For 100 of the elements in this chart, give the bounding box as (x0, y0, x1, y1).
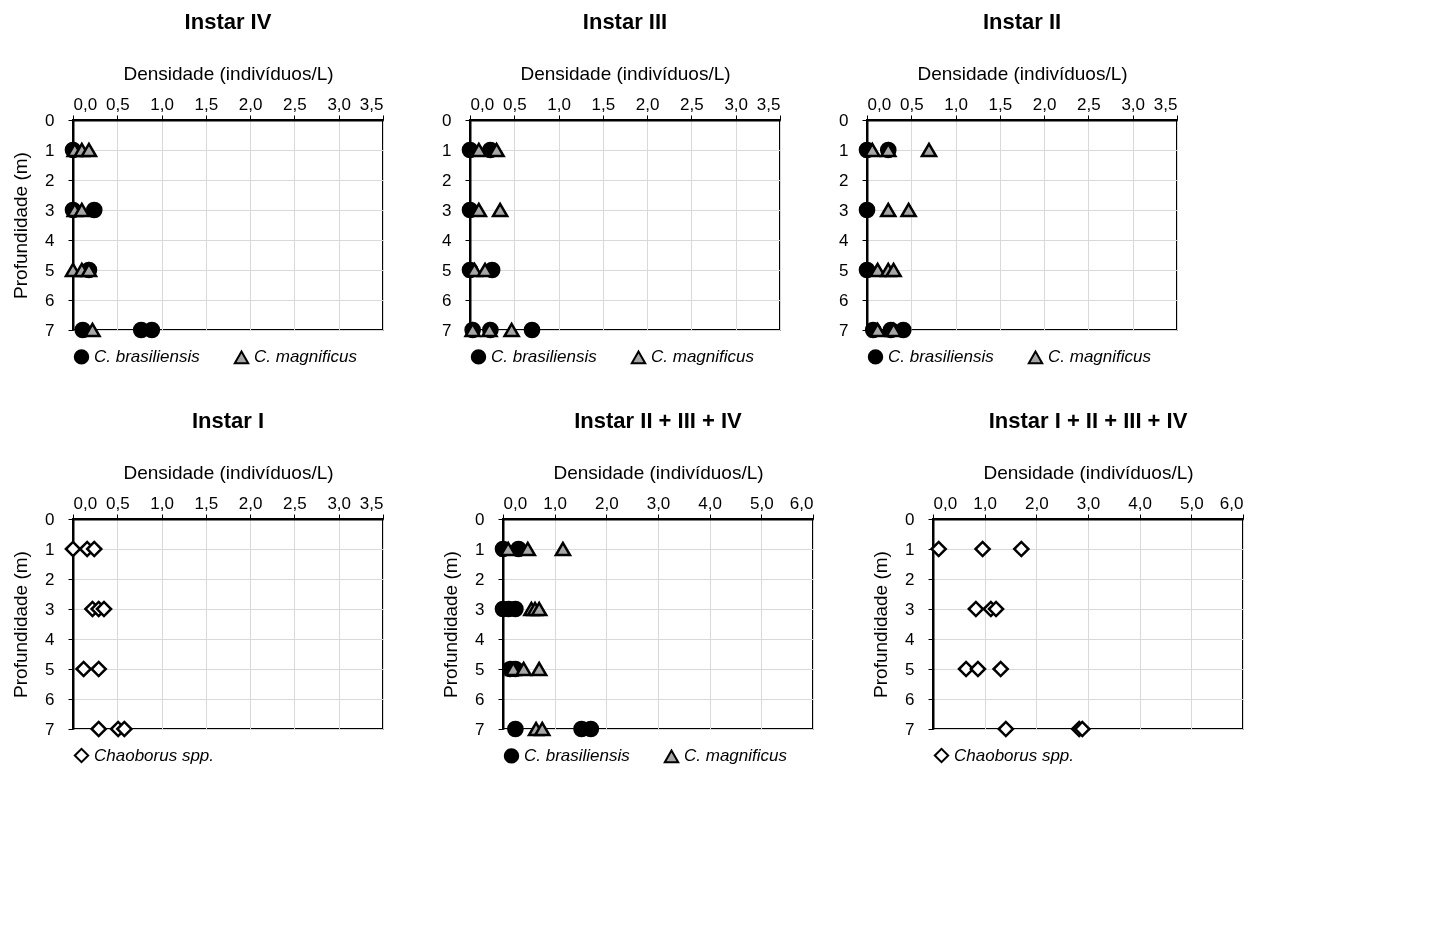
y-tick-label: 6 (839, 290, 849, 310)
y-tick-label: 5 (839, 260, 849, 280)
y-tick-label: 3 (839, 200, 849, 220)
x-tick-label: 0,0 (470, 94, 495, 114)
x-tick-label: 1,5 (194, 493, 219, 513)
y-axis-title: Profundidade (m) (10, 551, 32, 698)
y-tick-label: 5 (442, 260, 452, 280)
legend-label: C. brasiliensis (94, 346, 201, 366)
x-tick-label: 1,0 (973, 493, 997, 513)
legend-label: C. magnificus (1048, 347, 1152, 367)
y-tick-label: 6 (442, 290, 452, 310)
y-tick-label: 1 (475, 539, 485, 559)
legend-label: C. magnificus (684, 746, 788, 766)
y-tick-label: 1 (839, 140, 849, 160)
x-tick-label: 1,5 (988, 94, 1013, 114)
y-tick-label: 0 (905, 509, 915, 529)
y-tick-label: 0 (475, 509, 485, 529)
x-tick-label: 2,5 (283, 493, 307, 513)
x-axis-title: Densidade (indivíduos/L) (983, 461, 1194, 483)
y-tick-label: 7 (45, 719, 55, 739)
y-tick-label: 2 (839, 170, 849, 190)
x-tick-label: 0,5 (105, 94, 130, 114)
x-tick-label: 2,0 (238, 94, 263, 114)
x-tick-label: 0,0 (933, 493, 958, 513)
x-tick-label: 0,5 (105, 493, 130, 513)
y-tick-label: 2 (442, 170, 452, 190)
x-tick-label: 3,5 (359, 493, 384, 513)
legend-label: C. brasiliensis (524, 745, 631, 765)
y-tick-label: 0 (45, 110, 55, 130)
y-tick-label: 7 (839, 320, 849, 340)
y-tick-label: 3 (475, 599, 485, 619)
x-tick-label: 4,0 (1128, 493, 1152, 513)
x-tick-label: 3,0 (1121, 94, 1146, 114)
x-tick-label: 0,0 (73, 493, 98, 513)
y-tick-label: 4 (45, 629, 55, 649)
x-tick-label: 1,0 (150, 493, 174, 513)
y-tick-label: 3 (442, 200, 452, 220)
y-tick-label: 0 (442, 110, 452, 130)
x-axis-title: Densidade (indivíduos/L) (123, 62, 334, 84)
y-tick-label: 4 (45, 230, 55, 250)
x-tick-label: 0,0 (503, 493, 528, 513)
y-tick-label: 5 (905, 659, 915, 679)
y-tick-label: 6 (45, 689, 55, 709)
y-tick-label: 2 (45, 569, 55, 589)
x-tick-label: 3,5 (1153, 94, 1178, 114)
legend-label: C. magnificus (254, 347, 358, 367)
x-tick-label: 1,0 (944, 94, 968, 114)
legend-label: Chaoborus spp. (94, 745, 215, 765)
x-tick-label: 0,0 (867, 94, 892, 114)
x-tick-label: 2,5 (680, 94, 704, 114)
y-tick-label: 4 (475, 629, 485, 649)
x-tick-label: 3,0 (327, 493, 352, 513)
y-tick-label: 7 (475, 719, 485, 739)
chart-title: Instar I + II + III + IV (988, 408, 1188, 433)
y-tick-label: 7 (905, 719, 915, 739)
chart-title: Instar II (982, 9, 1062, 34)
legend-label: C. brasiliensis (491, 346, 598, 366)
y-tick-label: 7 (442, 320, 452, 340)
x-tick-label: 1,0 (543, 493, 567, 513)
x-tick-label: 2,0 (1025, 493, 1049, 513)
x-tick-label: 3,0 (646, 493, 671, 513)
y-tick-label: 6 (475, 689, 485, 709)
y-tick-label: 5 (475, 659, 485, 679)
x-axis-title: Densidade (indivíduos/L) (917, 62, 1128, 84)
x-tick-label: 3,5 (359, 94, 384, 114)
y-tick-label: 4 (905, 629, 915, 649)
x-tick-label: 0,5 (502, 94, 527, 114)
x-axis-title: Densidade (indivíduos/L) (553, 461, 764, 483)
y-tick-label: 2 (905, 569, 915, 589)
y-tick-label: 1 (45, 539, 55, 559)
y-tick-label: 6 (45, 290, 55, 310)
x-tick-label: 5,0 (750, 493, 774, 513)
x-tick-label: 3,5 (756, 94, 781, 114)
y-tick-label: 0 (839, 110, 849, 130)
y-tick-label: 5 (45, 659, 55, 679)
x-tick-label: 6,0 (789, 493, 814, 513)
y-tick-label: 6 (905, 689, 915, 709)
x-tick-label: 2,0 (635, 94, 660, 114)
x-tick-label: 1,0 (547, 94, 571, 114)
x-tick-label: 2,0 (238, 493, 263, 513)
x-tick-label: 2,5 (1077, 94, 1101, 114)
y-tick-label: 1 (45, 140, 55, 160)
y-tick-label: 4 (839, 230, 849, 250)
y-tick-label: 5 (45, 260, 55, 280)
x-tick-label: 3,0 (327, 94, 352, 114)
chart-title: Instar III (582, 9, 668, 34)
y-tick-label: 3 (905, 599, 915, 619)
y-axis-title: Profundidade (m) (870, 551, 892, 698)
x-tick-label: 0,5 (899, 94, 924, 114)
y-tick-label: 7 (45, 320, 55, 340)
x-tick-label: 6,0 (1219, 493, 1244, 513)
y-tick-label: 0 (45, 509, 55, 529)
y-tick-label: 2 (475, 569, 485, 589)
y-tick-label: 1 (905, 539, 915, 559)
x-tick-label: 2,5 (283, 94, 307, 114)
y-axis-title: Profundidade (m) (10, 152, 32, 299)
x-axis-title: Densidade (indivíduos/L) (520, 62, 731, 84)
x-tick-label: 1,0 (150, 94, 174, 114)
chart-title: Instar IV (184, 9, 272, 34)
legend-label: C. brasiliensis (888, 346, 995, 366)
